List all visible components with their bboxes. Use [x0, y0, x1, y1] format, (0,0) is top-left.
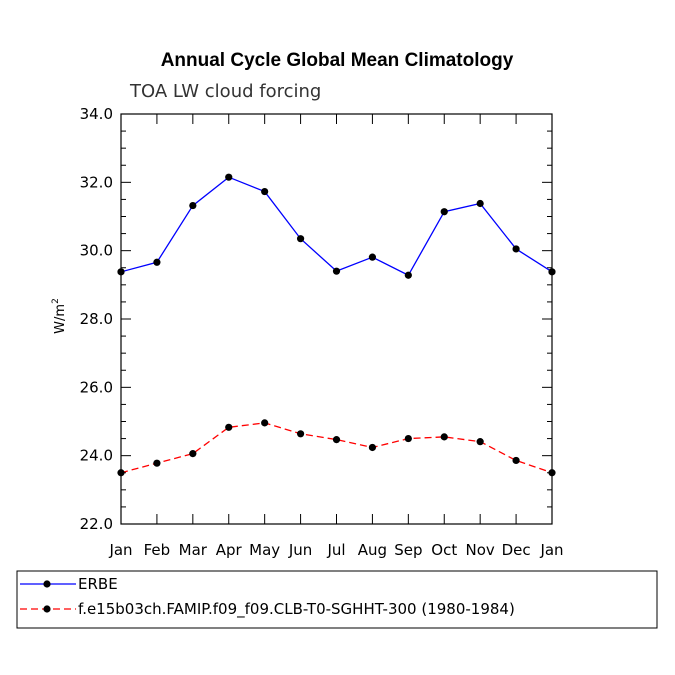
series-1-point — [153, 459, 161, 467]
series-1-point — [548, 469, 556, 477]
series-1-point — [296, 430, 305, 438]
x-tick-label: Mar — [179, 541, 208, 559]
x-tick-label: Nov — [466, 541, 495, 559]
y-tick-label: 30.0 — [80, 242, 113, 260]
y-axis-label-superscript: 2 — [51, 298, 61, 304]
series-1-point — [368, 443, 377, 452]
series-0-point — [512, 245, 520, 253]
y-tick-label: 28.0 — [80, 310, 113, 328]
legend-label-0: ERBE — [78, 575, 118, 593]
series-line-1 — [120, 422, 553, 474]
series-0-point — [117, 268, 125, 276]
x-tick-label: Jun — [288, 541, 312, 559]
series-0-point — [225, 173, 233, 181]
legend-box — [16, 570, 658, 629]
series-0-point — [368, 253, 377, 261]
series-1-point — [117, 469, 125, 477]
series-0-point — [404, 271, 412, 279]
series-1-point — [476, 438, 484, 446]
y-tick-label: 34.0 — [80, 105, 113, 123]
series-0-point — [440, 208, 448, 216]
series-line-0 — [120, 176, 553, 277]
y-axis-label: W/m2 — [51, 298, 68, 334]
x-tick-labels: Jan Feb Mar Apr May Jun Jul Aug Sep Oct Nov Dec Jan — [108, 541, 563, 559]
series-0-point — [296, 235, 305, 243]
chart-subtitle: TOA LW cloud forcing — [129, 81, 321, 102]
series-1-point — [225, 423, 233, 431]
y-tick-label: 32.0 — [80, 173, 113, 191]
x-tick-label: May — [249, 541, 280, 559]
series-1-point — [261, 419, 269, 427]
x-tick-label: Dec — [502, 541, 531, 559]
series-0-point — [476, 199, 484, 208]
legend-marker-0 — [43, 580, 51, 588]
y-tick-label: 24.0 — [80, 447, 113, 465]
y-tick-label: 22.0 — [80, 515, 113, 533]
series-layer — [117, 173, 556, 477]
plot-frame — [120, 113, 553, 525]
series-1-point — [440, 433, 448, 441]
y-axis-label-unit: W/m — [53, 304, 68, 334]
legend-label-1: f.e15b03ch.FAMIP.f09_f09.CLB-T0-SGHHT-30… — [78, 600, 515, 619]
y-tick-labels: 22.0 24.0 26.0 28.0 30.0 32.0 34.0 — [80, 105, 113, 533]
series-1-point — [512, 456, 520, 465]
axis-ticks — [120, 113, 553, 525]
x-tick-label: Jan — [539, 541, 563, 559]
x-tick-label: Aug — [358, 541, 387, 559]
series-1-point — [332, 436, 341, 444]
y-tick-label: 26.0 — [80, 378, 113, 396]
series-0-point — [189, 201, 197, 210]
x-tick-label: Feb — [144, 541, 171, 559]
legend-marker-1 — [43, 605, 51, 613]
x-tick-label: Oct — [431, 541, 457, 559]
series-1-point — [404, 434, 412, 443]
x-tick-label: Jan — [108, 541, 132, 559]
legend: ERBE f.e15b03ch.FAMIP.f09_f09.CLB-T0-SGHH… — [20, 575, 515, 619]
x-tick-label: Sep — [394, 541, 422, 559]
series-1-point — [189, 450, 197, 458]
series-0-point — [548, 268, 556, 276]
series-0-point — [332, 267, 341, 275]
series-0-point — [153, 258, 161, 266]
x-tick-label: Apr — [216, 541, 243, 559]
x-tick-label: Jul — [326, 541, 345, 559]
series-0-point — [261, 187, 269, 196]
chart-title: Annual Cycle Global Mean Climatology — [161, 50, 514, 71]
